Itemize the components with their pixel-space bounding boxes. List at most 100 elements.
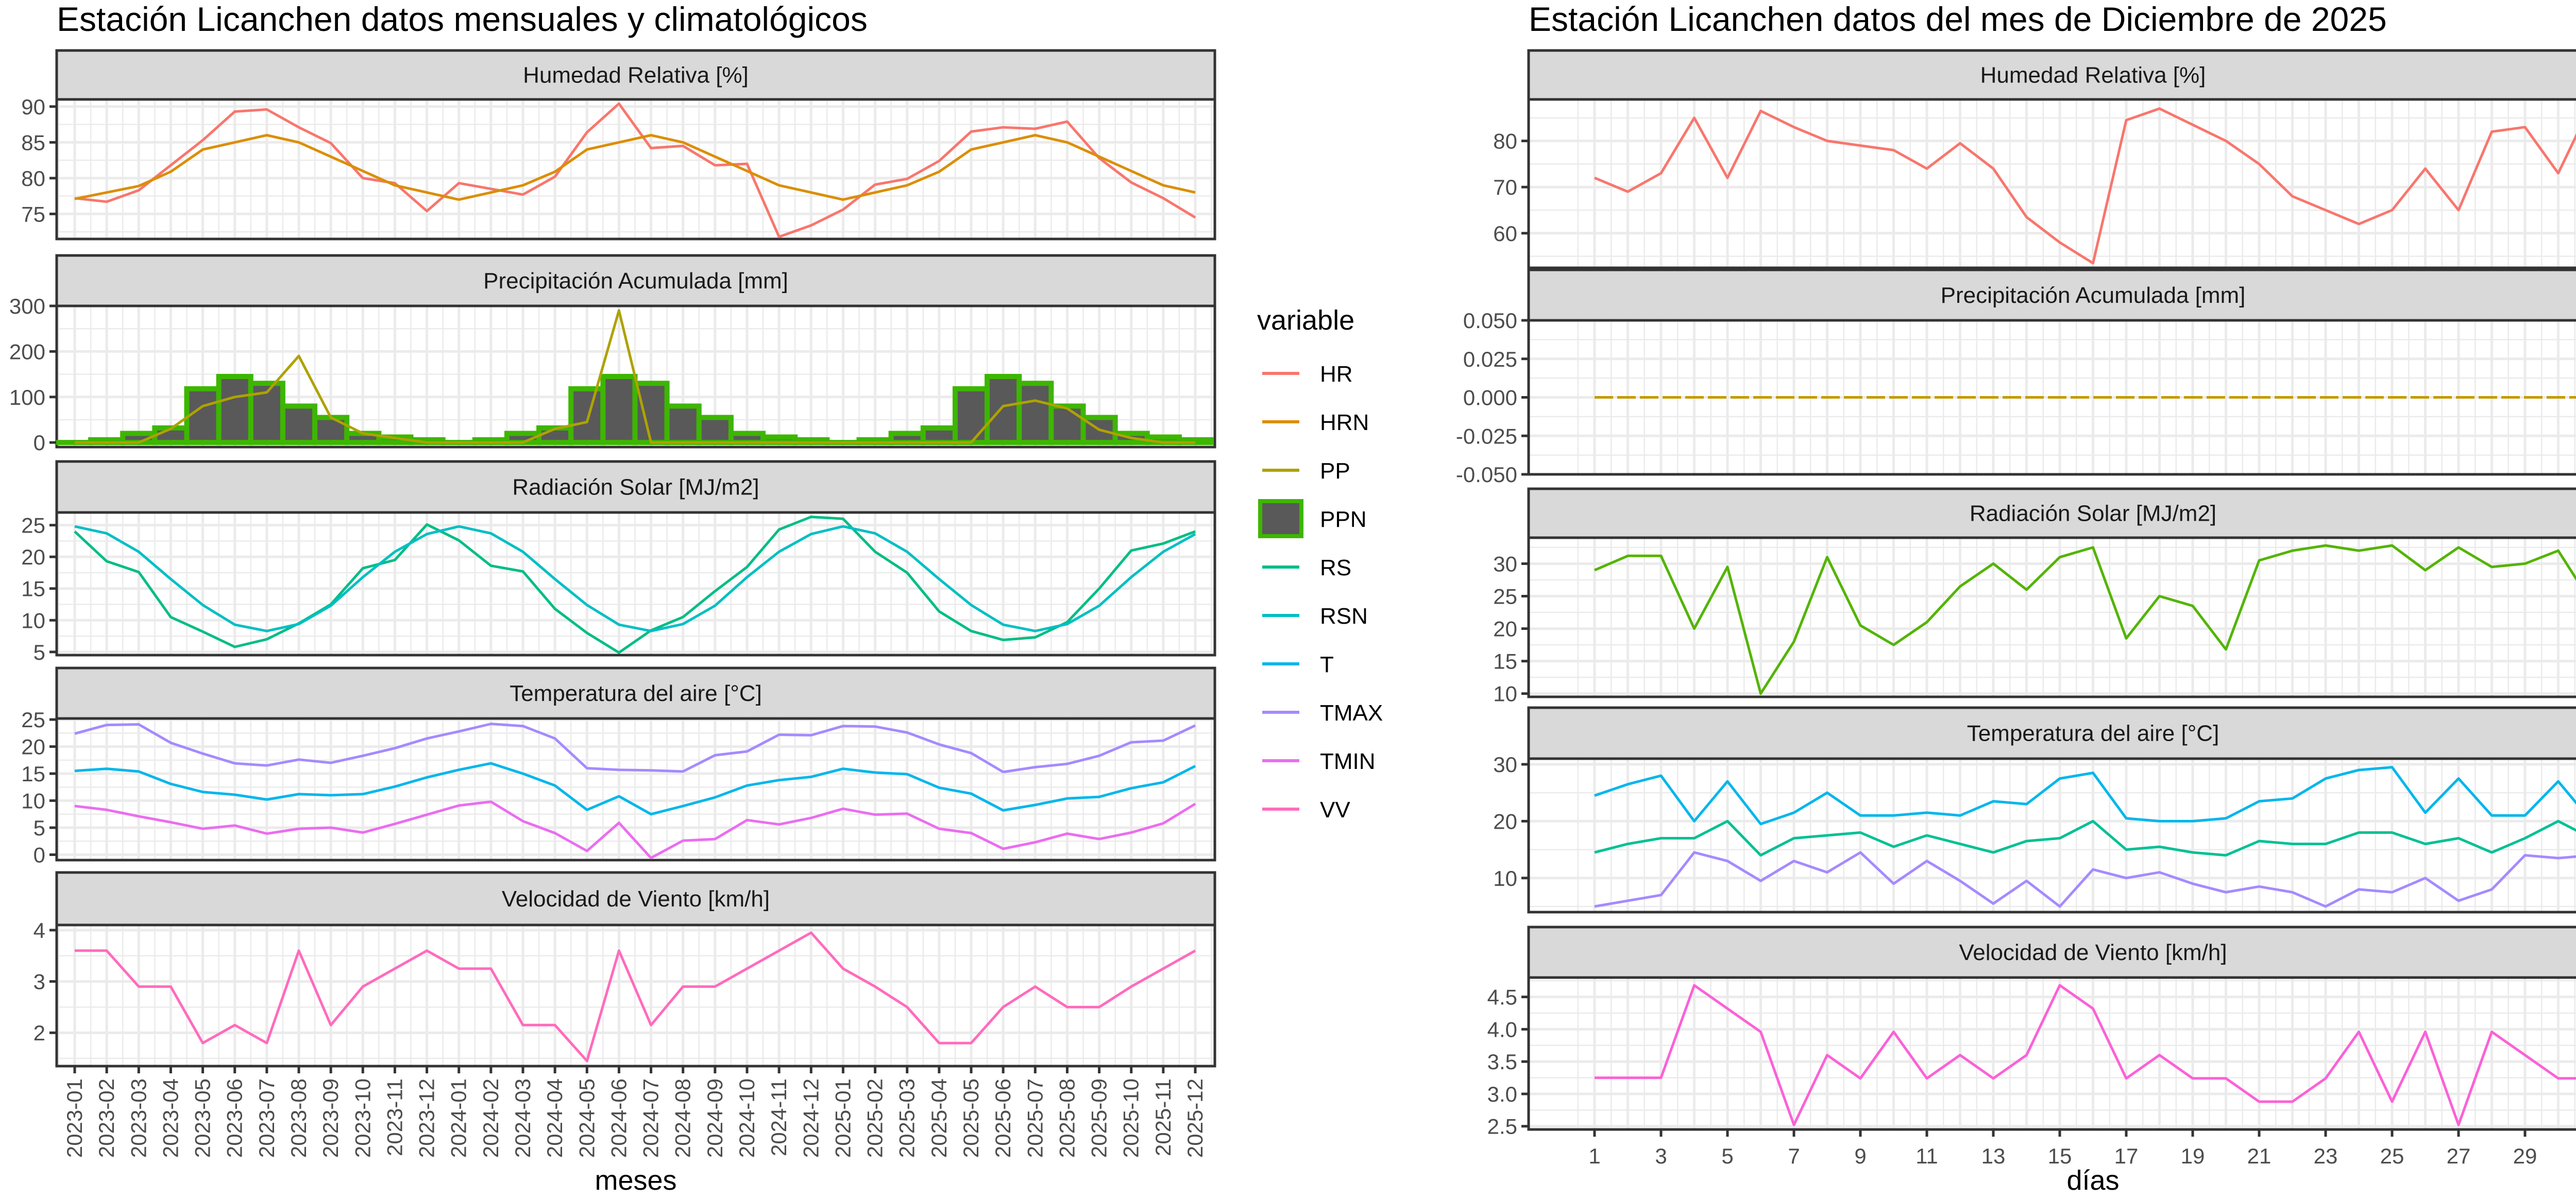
x-tick-label: 2024-11 xyxy=(767,1078,791,1156)
y-tick-label: 0.025 xyxy=(1463,347,1517,371)
panel-border xyxy=(1527,98,2576,269)
facet-strip-label: Precipitación Acumulada [mm] xyxy=(1941,283,2246,308)
facet-strip-label: Temperatura del aire [°C] xyxy=(510,681,762,706)
legend-item-RSN: RSN xyxy=(1262,604,1368,629)
x-tick-label: 2024-08 xyxy=(671,1078,695,1158)
x-tick-label: 2024-05 xyxy=(574,1078,599,1158)
x-tick-label: 2025-03 xyxy=(895,1078,919,1158)
x-tick-label: 2023-02 xyxy=(94,1078,118,1158)
x-tick-label: 2024-12 xyxy=(799,1078,823,1158)
facet-strip-label: Temperatura del aire [°C] xyxy=(1967,721,2219,746)
y-tick-label: 3.5 xyxy=(1487,1050,1517,1074)
x-tick-label: 17 xyxy=(2114,1144,2139,1168)
y-tick-label: 0.000 xyxy=(1463,386,1517,410)
facet-3: Radiación Solar [MJ/m2] 5 10 15 20 25 xyxy=(21,460,1216,664)
x-tick-label: 21 xyxy=(2247,1144,2272,1168)
y-tick-label: 20 xyxy=(21,735,45,759)
legend-label: TMAX xyxy=(1320,700,1383,726)
y-tick-label: 2.5 xyxy=(1487,1115,1517,1139)
y-tick-label: 15 xyxy=(21,577,45,601)
bar-PPN xyxy=(216,374,253,446)
bar-PPN xyxy=(312,415,350,446)
x-tick-label: 2023-03 xyxy=(126,1078,150,1158)
x-tick-label: 2025-07 xyxy=(1023,1078,1047,1158)
y-tick-label: 2 xyxy=(33,1021,45,1045)
plot-panel xyxy=(55,923,1216,1068)
x-tick-label: 19 xyxy=(2181,1144,2205,1168)
facet-strip-label: Humedad Relativa [%] xyxy=(523,63,749,88)
x-axis-title: días xyxy=(2066,1165,2119,1196)
plot-panel xyxy=(55,98,1216,241)
daily-chart: Estación Licanchen datos del mes de Dici… xyxy=(1456,0,2576,1196)
y-tick-label: 30 xyxy=(1493,752,1517,777)
y-tick-label: 10 xyxy=(1493,866,1517,890)
legend-item-PPN: PPN xyxy=(1258,499,1366,538)
y-tick-label: 0.050 xyxy=(1463,309,1517,333)
series-line-T xyxy=(1594,819,2576,857)
series-line-TMAX xyxy=(1594,766,2576,826)
series-line-RS xyxy=(1594,544,2576,695)
panel-border xyxy=(1527,319,2576,476)
facet-strip xyxy=(55,460,1216,514)
plot-panel xyxy=(1527,757,2576,914)
monthly-chart: Estación Licanchen datos mensuales y cli… xyxy=(9,0,1383,1196)
x-tick-label: 2025-05 xyxy=(959,1078,983,1158)
panel-border xyxy=(1527,976,2576,1131)
series-line-HR xyxy=(74,102,1196,238)
x-tick-label: 25 xyxy=(2380,1144,2404,1168)
x-tick-label: 2025-12 xyxy=(1183,1078,1207,1158)
series-line-T xyxy=(74,762,1196,816)
bar-PPN xyxy=(664,403,702,446)
x-tick-label: 7 xyxy=(1788,1144,1800,1168)
y-tick-label: 200 xyxy=(9,339,45,364)
y-tick-label: 100 xyxy=(9,385,45,409)
x-tick-label: 29 xyxy=(2513,1144,2537,1168)
bar-PPN xyxy=(696,415,734,446)
x-tick-label: 2023-06 xyxy=(223,1078,247,1158)
y-tick-label: 4 xyxy=(33,918,45,943)
y-tick-label: 25 xyxy=(21,708,45,732)
y-tick-label: 10 xyxy=(1493,682,1517,706)
x-tick-label: 2025-09 xyxy=(1087,1078,1111,1158)
series-line-TMIN xyxy=(1594,851,2576,908)
legend-key-box xyxy=(1258,499,1303,538)
legend-label: PP xyxy=(1320,458,1350,484)
legend-label: T xyxy=(1320,652,1334,677)
plot-panel xyxy=(1527,536,2576,698)
y-tick-label: 80 xyxy=(21,166,45,191)
facet-2: Precipitación Acumulada [mm] -0.050 -0.025… xyxy=(1456,268,2576,487)
legend-label: VV xyxy=(1320,797,1350,823)
y-tick-label: 300 xyxy=(9,294,45,318)
x-tick-label: 2023-11 xyxy=(382,1078,406,1156)
x-tick-label: 2025-08 xyxy=(1055,1078,1079,1158)
bar-PPN xyxy=(952,386,990,446)
series-line-RS xyxy=(74,516,1196,654)
series-line-RSN xyxy=(74,525,1196,632)
y-tick-label: 90 xyxy=(21,95,45,119)
bar-PPN xyxy=(184,386,222,446)
y-tick-label: 5 xyxy=(33,816,45,840)
x-tick-label: 2024-09 xyxy=(703,1078,727,1158)
y-tick-label: 30 xyxy=(1493,552,1517,576)
legend-item-HR: HR xyxy=(1262,362,1353,387)
facet-5: Velocidad de Viento [km/h] 2.5 3.0 3.5 4.0 4.… xyxy=(1487,926,2576,1196)
panel-border xyxy=(55,304,1216,449)
facet-3: Radiación Solar [MJ/m2] 10 15 20 25 30 xyxy=(1493,487,2576,706)
x-axis-title: meses xyxy=(595,1165,676,1196)
legend-item-TMIN: TMIN xyxy=(1262,749,1376,774)
monthly-chart-title: Estación Licanchen datos mensuales y cli… xyxy=(57,0,868,38)
y-tick-label: 80 xyxy=(1493,129,1517,153)
series-line-PP xyxy=(75,309,1195,444)
x-tick-label: 2024-04 xyxy=(543,1078,567,1158)
y-tick-label: 0 xyxy=(33,431,45,455)
facet-strip xyxy=(1527,487,2576,539)
x-tick-label: 2025-06 xyxy=(991,1078,1015,1158)
y-tick-label: 20 xyxy=(1493,617,1517,641)
y-tick-label: 75 xyxy=(21,202,45,226)
x-tick-label: 23 xyxy=(2314,1144,2338,1168)
x-tick-label: 2023-01 xyxy=(62,1078,87,1158)
x-tick-label: 2025-10 xyxy=(1119,1078,1143,1158)
facet-2: Precipitación Acumulada [mm] 0 100 200 300 xyxy=(9,254,1216,455)
y-tick-label: 70 xyxy=(1493,175,1517,199)
